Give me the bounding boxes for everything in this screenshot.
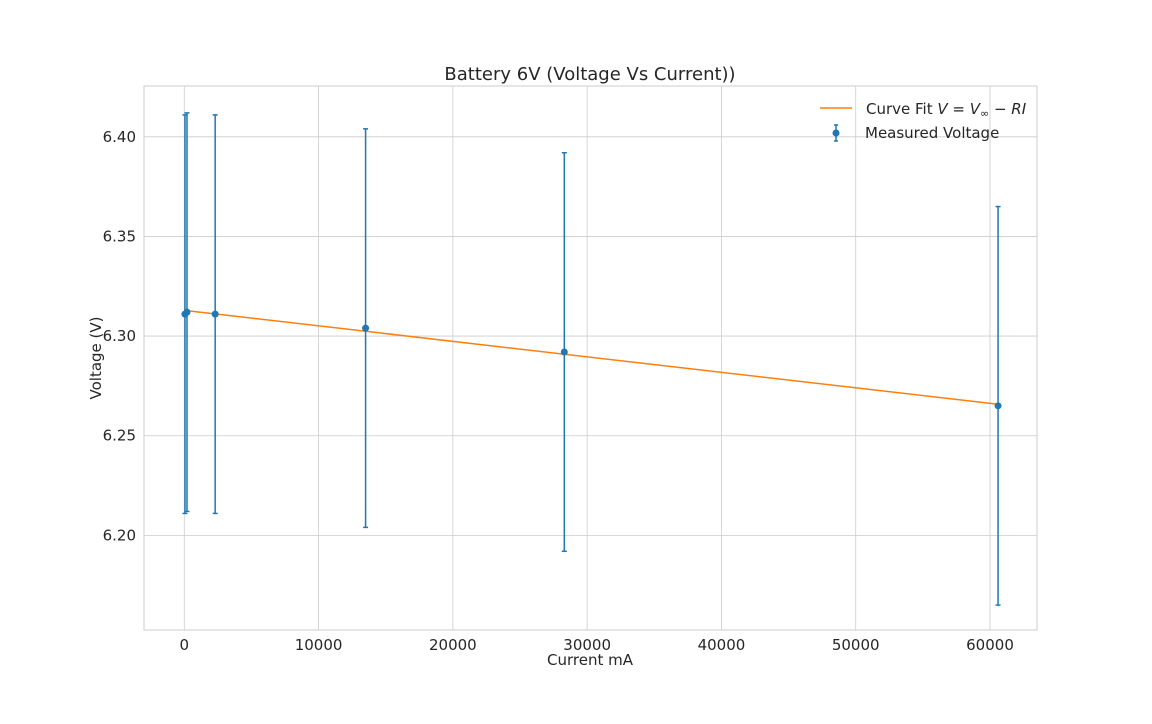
legend-formula-v: V [937, 100, 949, 118]
data-layer [181, 112, 1002, 606]
x-tick-label: 0 [180, 636, 190, 654]
legend-formula-minus: − [989, 100, 1011, 118]
legend-marker-swatch [832, 129, 840, 137]
x-axis-label: Current mA [547, 651, 634, 669]
measured-voltage-point [183, 308, 191, 316]
legend-measured-label: Measured Voltage [865, 124, 999, 142]
legend-formula-eq: = [948, 100, 970, 118]
chart-title: Battery 6V (Voltage Vs Current)) [444, 64, 735, 85]
x-tick-label: 10000 [295, 636, 343, 654]
y-axis-label: Voltage (V) [87, 317, 105, 400]
y-tick-label: 6.40 [103, 128, 136, 146]
y-tick-label: 6.25 [103, 427, 136, 445]
legend: Curve Fit V = V∞ − RI Measured Voltage [820, 100, 1027, 142]
y-tick-label: 6.30 [103, 327, 136, 345]
x-tick-label: 30000 [563, 636, 611, 654]
x-tick-label: 50000 [832, 636, 880, 654]
legend-fit-label: Curve Fit V = V∞ − RI [866, 100, 1027, 120]
legend-formula-vinf: V [970, 100, 982, 118]
curve-fit-line [184, 309, 999, 405]
legend-formula-ri: RI [1011, 100, 1026, 118]
measured-voltage-point [362, 324, 370, 332]
measured-voltage-point [211, 310, 219, 318]
legend-fit-prefix: Curve Fit [866, 100, 937, 118]
grid [144, 86, 1037, 630]
x-tick-label: 60000 [966, 636, 1014, 654]
legend-formula-inf: ∞ [980, 107, 989, 120]
y-tick-label: 6.20 [103, 526, 136, 544]
x-tick-label: 40000 [698, 636, 746, 654]
x-tick-label: 20000 [429, 636, 477, 654]
measured-voltage-point [560, 348, 568, 356]
y-tick-label: 6.35 [103, 227, 136, 245]
tick-labels: 0 10000 20000 30000 40000 50000 60000 6.20 6.25 6… [103, 128, 1014, 654]
measured-voltage-point [994, 402, 1002, 410]
plot-frame [143, 85, 1038, 631]
